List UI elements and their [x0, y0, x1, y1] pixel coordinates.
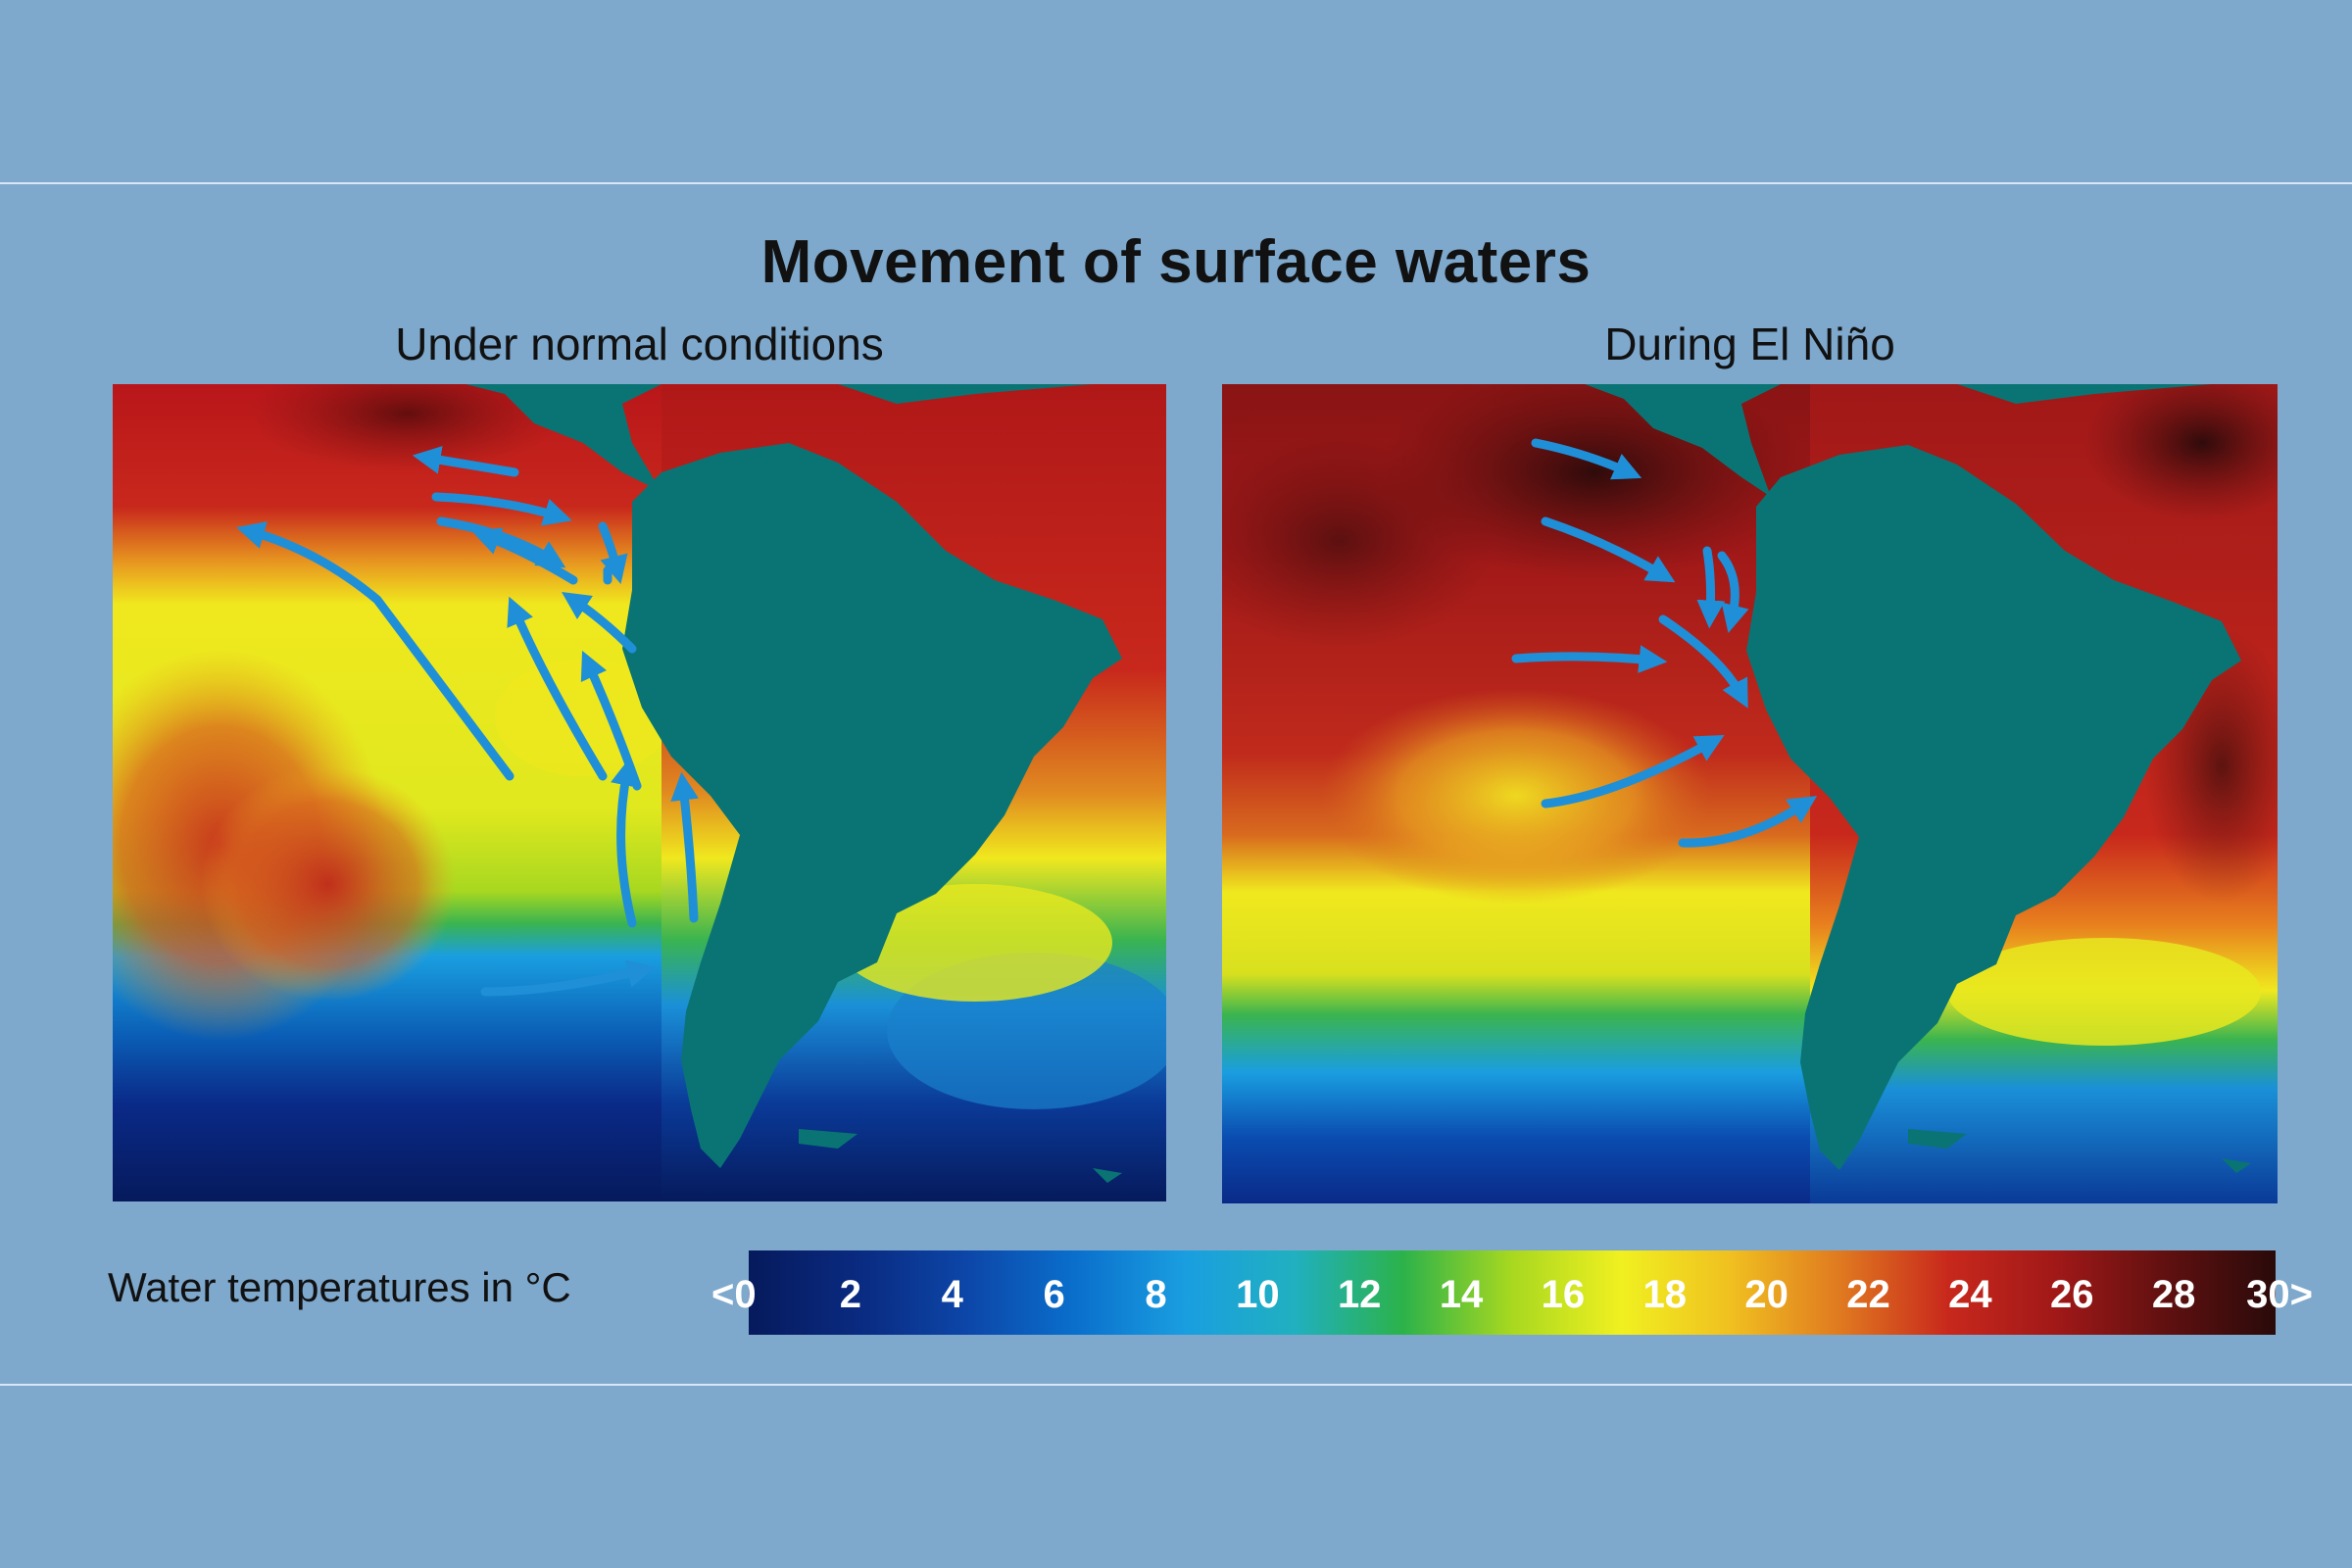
top-divider — [0, 182, 2352, 184]
temperature-color-scale: <0 2 4 6 8 10 12 14 16 18 20 22 24 26 28 30> — [711, 1250, 2313, 1335]
scale-tick-26: 26 — [2050, 1273, 2094, 1316]
panel-title-normal: Under normal conditions — [395, 318, 884, 369]
scale-tick-10: 10 — [1236, 1273, 1280, 1316]
scale-tick-20: 20 — [1744, 1273, 1788, 1316]
scale-tick-18: 18 — [1643, 1273, 1688, 1316]
scale-tick-4: 4 — [942, 1273, 964, 1316]
scale-tick-12: 12 — [1338, 1273, 1382, 1316]
scale-tick-2: 2 — [840, 1273, 861, 1316]
scale-tick-30: 30> — [2246, 1273, 2313, 1316]
scale-tick-28: 28 — [2152, 1273, 2196, 1316]
scale-tick-22: 22 — [1846, 1273, 1890, 1316]
panel-title-el-nino: During El Niño — [1604, 318, 1895, 369]
scale-tick-24: 24 — [1948, 1273, 1992, 1316]
scale-tick-0: <0 — [711, 1273, 757, 1316]
scale-tick-16: 16 — [1542, 1273, 1586, 1316]
figure-title: Movement of surface waters — [760, 228, 1592, 296]
scale-tick-6: 6 — [1043, 1273, 1064, 1316]
bottom-divider — [0, 1384, 2352, 1386]
scale-tick-14: 14 — [1440, 1273, 1484, 1316]
scale-tick-8: 8 — [1145, 1273, 1166, 1316]
map-normal-conditions — [113, 384, 1166, 1201]
legend-label: Water temperatures in °C — [108, 1264, 571, 1310]
map-el-nino — [1222, 384, 2278, 1203]
